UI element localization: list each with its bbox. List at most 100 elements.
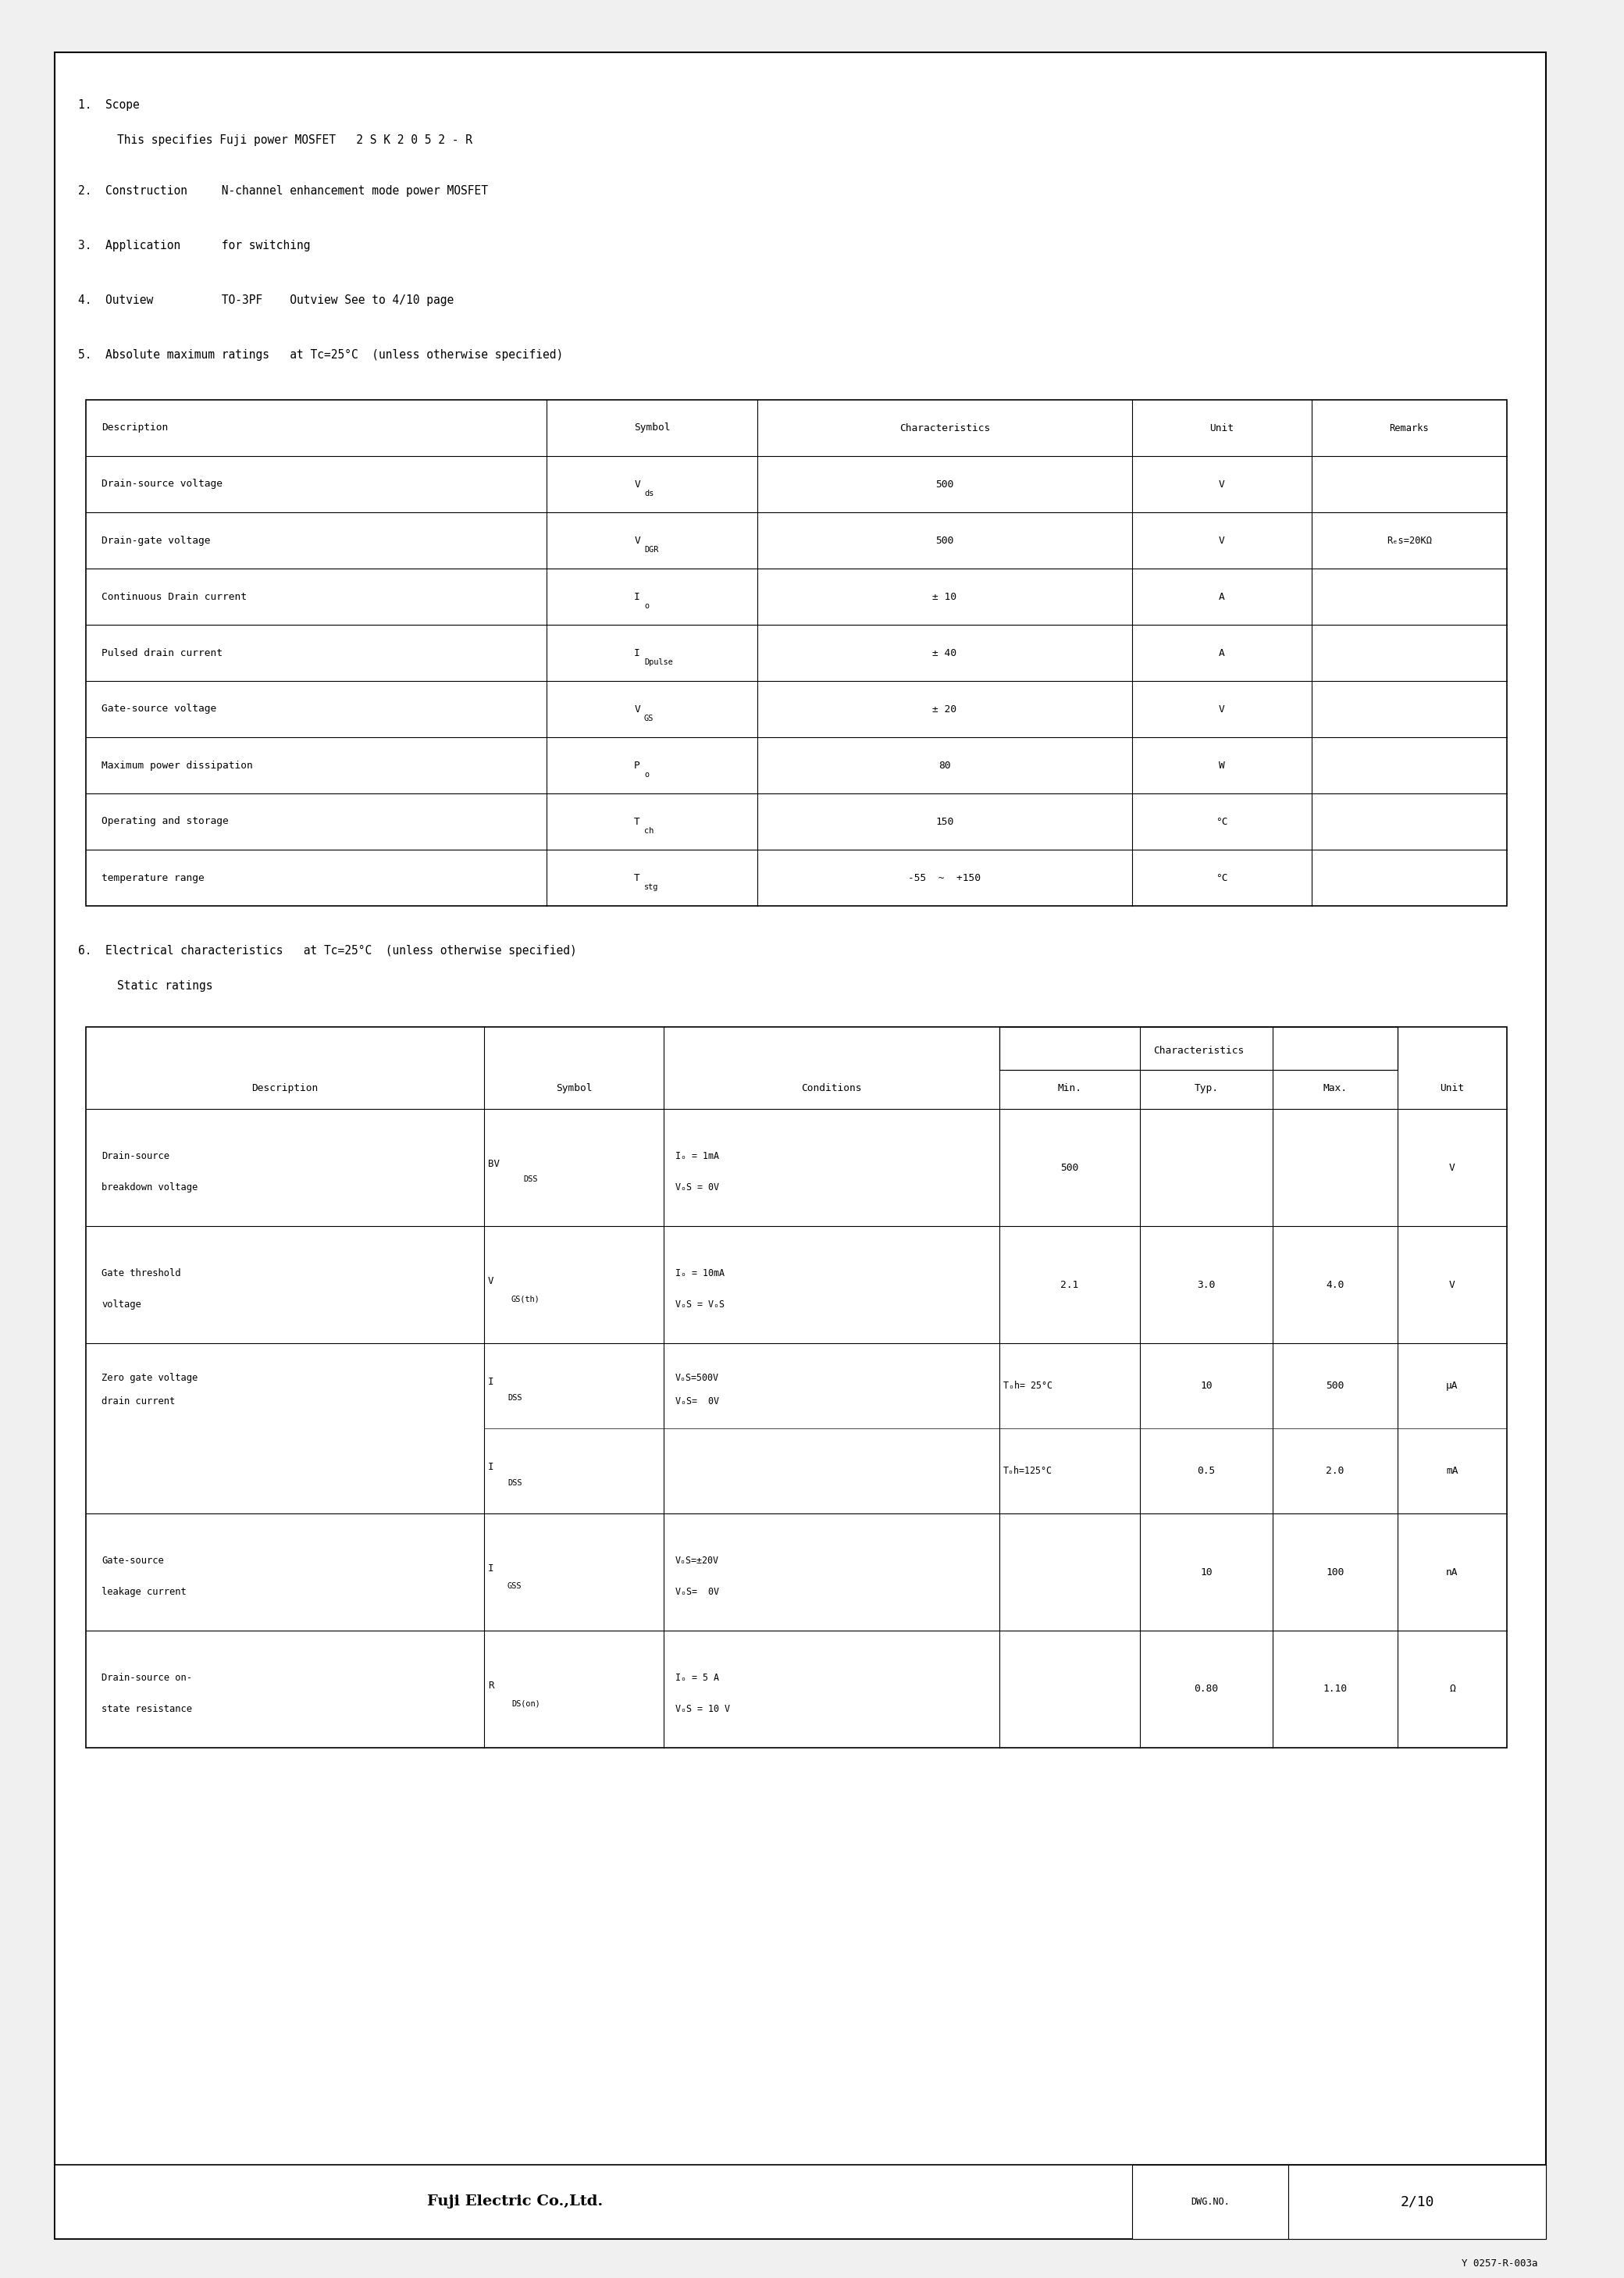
- Text: ± 20: ± 20: [932, 704, 957, 715]
- Text: V: V: [635, 478, 640, 490]
- Text: 10: 10: [1200, 1567, 1213, 1576]
- Text: Characteristics: Characteristics: [900, 424, 991, 433]
- Text: leakage current: leakage current: [101, 1585, 187, 1597]
- Text: 150: 150: [935, 816, 953, 827]
- Text: V: V: [635, 535, 640, 544]
- Text: Gate-source voltage: Gate-source voltage: [101, 704, 216, 715]
- Text: VₒS=±20V: VₒS=±20V: [676, 1556, 719, 1565]
- Text: VₒS = 10 V: VₒS = 10 V: [676, 1704, 731, 1713]
- Text: V: V: [1449, 1162, 1455, 1173]
- Text: DGR: DGR: [645, 547, 658, 554]
- Text: 5.  Absolute maximum ratings   at Tc=25°C  (unless otherwise specified): 5. Absolute maximum ratings at Tc=25°C (…: [78, 349, 564, 360]
- Text: 500: 500: [935, 535, 953, 544]
- Text: GS: GS: [645, 715, 654, 722]
- Text: W: W: [1220, 761, 1224, 770]
- Text: A: A: [1220, 592, 1224, 601]
- Text: mA: mA: [1447, 1465, 1458, 1476]
- Text: Dpulse: Dpulse: [645, 658, 672, 665]
- Text: Unit: Unit: [1440, 1082, 1465, 1093]
- Text: R: R: [487, 1681, 494, 1690]
- Text: Iₒ = 10mA: Iₒ = 10mA: [676, 1269, 724, 1278]
- Text: Min.: Min.: [1057, 1082, 1082, 1093]
- Text: 500: 500: [935, 478, 953, 490]
- Text: Characteristics: Characteristics: [1153, 1046, 1244, 1055]
- Text: -55  ~  +150: -55 ~ +150: [908, 872, 981, 884]
- Text: drain current: drain current: [101, 1396, 175, 1406]
- Text: Symbol: Symbol: [633, 424, 671, 433]
- Text: 4.  Outview          TO-3PF    Outview See to 4/10 page: 4. Outview TO-3PF Outview See to 4/10 pa…: [78, 294, 453, 305]
- Text: Gate-source: Gate-source: [101, 1556, 164, 1565]
- Text: 2.0: 2.0: [1327, 1465, 1345, 1476]
- Text: 1.  Scope: 1. Scope: [78, 100, 140, 112]
- Text: I: I: [635, 592, 640, 601]
- FancyBboxPatch shape: [55, 2164, 1546, 2239]
- FancyBboxPatch shape: [1132, 2164, 1288, 2239]
- Text: A: A: [1220, 647, 1224, 658]
- Text: Gate threshold: Gate threshold: [101, 1269, 180, 1278]
- Text: 4.0: 4.0: [1327, 1280, 1345, 1289]
- Text: Typ.: Typ.: [1194, 1082, 1218, 1093]
- Text: Tₒh=125°C: Tₒh=125°C: [1004, 1465, 1052, 1476]
- Text: 500: 500: [1060, 1162, 1078, 1173]
- Text: 0.5: 0.5: [1197, 1465, 1215, 1476]
- Text: V: V: [487, 1276, 494, 1285]
- Text: nA: nA: [1447, 1567, 1458, 1576]
- Text: 2/10: 2/10: [1400, 2194, 1434, 2210]
- Text: 2.  Construction     N-channel enhancement mode power MOSFET: 2. Construction N-channel enhancement mo…: [78, 185, 487, 196]
- Text: 2.1: 2.1: [1060, 1280, 1078, 1289]
- Text: DS(on): DS(on): [512, 1699, 541, 1706]
- Text: o: o: [645, 770, 650, 779]
- Text: state resistance: state resistance: [101, 1704, 192, 1713]
- Text: I: I: [487, 1376, 494, 1387]
- Text: Iₒ = 5 A: Iₒ = 5 A: [676, 1672, 719, 1683]
- Text: Conditions: Conditions: [801, 1082, 862, 1093]
- Text: V: V: [1220, 478, 1224, 490]
- Text: VₒS = VₒS: VₒS = VₒS: [676, 1298, 724, 1310]
- Text: stg: stg: [645, 884, 658, 891]
- Text: Operating and storage: Operating and storage: [101, 816, 229, 827]
- Text: Description: Description: [252, 1082, 318, 1093]
- Text: VₒS=500V: VₒS=500V: [676, 1374, 719, 1383]
- Text: 6.  Electrical characteristics   at Tc=25°C  (unless otherwise specified): 6. Electrical characteristics at Tc=25°C…: [78, 945, 577, 957]
- Text: Y 0257-R-003a: Y 0257-R-003a: [1462, 2257, 1538, 2269]
- Text: V: V: [1220, 535, 1224, 544]
- Text: I: I: [487, 1462, 494, 1472]
- Text: VₒS=  0V: VₒS= 0V: [676, 1585, 719, 1597]
- Text: Tₒh= 25°C: Tₒh= 25°C: [1004, 1380, 1052, 1392]
- FancyBboxPatch shape: [1288, 2164, 1546, 2239]
- Text: P: P: [635, 761, 640, 770]
- Text: V: V: [1220, 704, 1224, 715]
- Text: o: o: [645, 601, 650, 611]
- Text: I: I: [487, 1563, 494, 1574]
- Text: ± 10: ± 10: [932, 592, 957, 601]
- Text: VₒS = 0V: VₒS = 0V: [676, 1182, 719, 1191]
- Text: 1.10: 1.10: [1324, 1683, 1348, 1695]
- Text: voltage: voltage: [101, 1298, 141, 1310]
- Text: Iₒ = 1mA: Iₒ = 1mA: [676, 1150, 719, 1162]
- Text: V: V: [635, 704, 640, 715]
- Text: Drain-gate voltage: Drain-gate voltage: [101, 535, 211, 544]
- Text: °C: °C: [1216, 872, 1228, 884]
- Text: I: I: [635, 647, 640, 658]
- Text: Static ratings: Static ratings: [117, 980, 213, 991]
- Text: 3.0: 3.0: [1197, 1280, 1215, 1289]
- Text: Remarks: Remarks: [1390, 424, 1429, 433]
- Text: ds: ds: [645, 490, 654, 497]
- Text: Fuji Electric Co.,Ltd.: Fuji Electric Co.,Ltd.: [427, 2194, 603, 2210]
- Text: DSS: DSS: [507, 1394, 521, 1401]
- Text: T: T: [635, 816, 640, 827]
- Text: Pulsed drain current: Pulsed drain current: [101, 647, 222, 658]
- FancyBboxPatch shape: [86, 401, 1507, 907]
- Text: V: V: [1449, 1280, 1455, 1289]
- Text: ch: ch: [645, 827, 654, 834]
- FancyBboxPatch shape: [55, 52, 1546, 2239]
- Text: Zero gate voltage: Zero gate voltage: [101, 1374, 198, 1383]
- Text: DSS: DSS: [507, 1478, 521, 1488]
- Text: ± 40: ± 40: [932, 647, 957, 658]
- Text: This specifies Fuji power MOSFET   2 S K 2 0 5 2 - R: This specifies Fuji power MOSFET 2 S K 2…: [117, 134, 473, 146]
- Text: 100: 100: [1327, 1567, 1345, 1576]
- Text: Unit: Unit: [1210, 424, 1234, 433]
- FancyBboxPatch shape: [86, 1027, 1507, 1747]
- Text: μA: μA: [1447, 1380, 1458, 1392]
- Text: Drain-source voltage: Drain-source voltage: [101, 478, 222, 490]
